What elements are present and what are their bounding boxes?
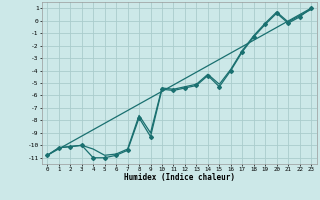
X-axis label: Humidex (Indice chaleur): Humidex (Indice chaleur) [124,173,235,182]
